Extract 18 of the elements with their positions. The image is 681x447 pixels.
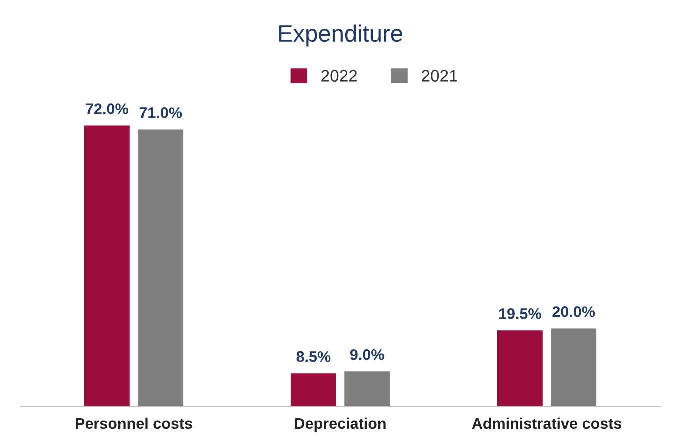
x-tick-label: Personnel costs: [76, 418, 192, 430]
data-label: 20.0%: [552, 306, 596, 318]
x-tick-label: Depreciation: [295, 418, 386, 432]
x-tick-label: Administrative costs: [472, 418, 622, 430]
data-label: 8.5%: [296, 351, 331, 362]
bar: [344, 372, 390, 407]
legend-label: 2021: [422, 70, 458, 82]
data-label: 71.0%: [140, 108, 182, 118]
bar: [497, 330, 543, 407]
chart-title: Expenditure: [279, 24, 402, 47]
legend-label: 2022: [322, 70, 358, 82]
data-label: 9.0%: [350, 349, 384, 360]
bar: [290, 374, 336, 407]
bar: [138, 130, 184, 407]
data-label: 72.0%: [86, 104, 128, 114]
bar: [551, 328, 597, 407]
bar: [84, 126, 130, 407]
data-label: 19.5%: [499, 308, 542, 320]
